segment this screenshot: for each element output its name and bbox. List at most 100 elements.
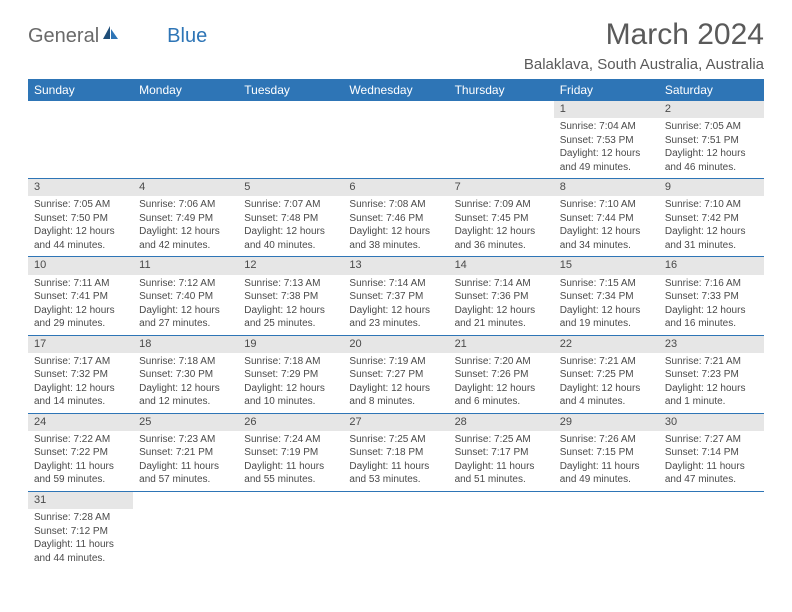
sunrise: Sunrise: 7:11 AM: [34, 277, 127, 291]
calendar-table: Sunday Monday Tuesday Wednesday Thursday…: [28, 79, 764, 569]
day-number: 22: [554, 336, 659, 353]
daylight: Daylight: 12 hours and 8 minutes.: [349, 382, 442, 409]
day-data: Sunrise: 7:17 AMSunset: 7:32 PMDaylight:…: [28, 353, 133, 413]
calendar-row: 24Sunrise: 7:22 AMSunset: 7:22 PMDayligh…: [28, 413, 764, 491]
day-number: 21: [449, 336, 554, 353]
day-data: Sunrise: 7:26 AMSunset: 7:15 PMDaylight:…: [554, 431, 659, 491]
sunrise: Sunrise: 7:05 AM: [34, 198, 127, 212]
sunset: Sunset: 7:36 PM: [455, 290, 548, 304]
day-data: Sunrise: 7:13 AMSunset: 7:38 PMDaylight:…: [238, 275, 343, 335]
daylight: Daylight: 12 hours and 12 minutes.: [139, 382, 232, 409]
calendar-cell: 11Sunrise: 7:12 AMSunset: 7:40 PMDayligh…: [133, 257, 238, 335]
daylight: Daylight: 12 hours and 44 minutes.: [34, 225, 127, 252]
day-data: Sunrise: 7:07 AMSunset: 7:48 PMDaylight:…: [238, 196, 343, 256]
sunrise: Sunrise: 7:05 AM: [665, 120, 758, 134]
day-data: Sunrise: 7:27 AMSunset: 7:14 PMDaylight:…: [659, 431, 764, 491]
day-number: 29: [554, 414, 659, 431]
sunset: Sunset: 7:45 PM: [455, 212, 548, 226]
day-number: 9: [659, 179, 764, 196]
daylight: Daylight: 12 hours and 1 minute.: [665, 382, 758, 409]
sunset: Sunset: 7:44 PM: [560, 212, 653, 226]
day-header: Friday: [554, 79, 659, 101]
day-header: Thursday: [449, 79, 554, 101]
day-number: 16: [659, 257, 764, 274]
day-number: 18: [133, 336, 238, 353]
sunset: Sunset: 7:23 PM: [665, 368, 758, 382]
daylight: Daylight: 12 hours and 40 minutes.: [244, 225, 337, 252]
calendar-row: 31Sunrise: 7:28 AMSunset: 7:12 PMDayligh…: [28, 491, 764, 569]
sunrise: Sunrise: 7:21 AM: [560, 355, 653, 369]
sunset: Sunset: 7:41 PM: [34, 290, 127, 304]
calendar-cell: [28, 101, 133, 179]
sunrise: Sunrise: 7:07 AM: [244, 198, 337, 212]
sunrise: Sunrise: 7:23 AM: [139, 433, 232, 447]
sunset: Sunset: 7:48 PM: [244, 212, 337, 226]
calendar-cell: 1Sunrise: 7:04 AMSunset: 7:53 PMDaylight…: [554, 101, 659, 179]
calendar-cell: 14Sunrise: 7:14 AMSunset: 7:36 PMDayligh…: [449, 257, 554, 335]
calendar-cell: 7Sunrise: 7:09 AMSunset: 7:45 PMDaylight…: [449, 179, 554, 257]
sunset: Sunset: 7:30 PM: [139, 368, 232, 382]
logo-text-a: General: [28, 25, 99, 48]
sunrise: Sunrise: 7:24 AM: [244, 433, 337, 447]
daylight: Daylight: 12 hours and 10 minutes.: [244, 382, 337, 409]
day-number: 28: [449, 414, 554, 431]
sunrise: Sunrise: 7:06 AM: [139, 198, 232, 212]
day-number: 1: [554, 101, 659, 118]
day-number: 8: [554, 179, 659, 196]
day-data: Sunrise: 7:23 AMSunset: 7:21 PMDaylight:…: [133, 431, 238, 491]
header: General Blue March 2024 Balaklava, South…: [28, 18, 764, 73]
calendar-cell: [133, 101, 238, 179]
day-number: 20: [343, 336, 448, 353]
day-number: 14: [449, 257, 554, 274]
day-data: Sunrise: 7:24 AMSunset: 7:19 PMDaylight:…: [238, 431, 343, 491]
day-data: Sunrise: 7:10 AMSunset: 7:44 PMDaylight:…: [554, 196, 659, 256]
calendar-cell: [238, 491, 343, 569]
day-number: 31: [28, 492, 133, 509]
sunrise: Sunrise: 7:25 AM: [455, 433, 548, 447]
sunset: Sunset: 7:53 PM: [560, 134, 653, 148]
daylight: Daylight: 12 hours and 34 minutes.: [560, 225, 653, 252]
day-data: Sunrise: 7:25 AMSunset: 7:17 PMDaylight:…: [449, 431, 554, 491]
sunset: Sunset: 7:15 PM: [560, 446, 653, 460]
sunrise: Sunrise: 7:18 AM: [244, 355, 337, 369]
sunrise: Sunrise: 7:18 AM: [139, 355, 232, 369]
logo-text-b: Blue: [167, 25, 207, 48]
sunrise: Sunrise: 7:25 AM: [349, 433, 442, 447]
sunset: Sunset: 7:19 PM: [244, 446, 337, 460]
calendar-cell: 6Sunrise: 7:08 AMSunset: 7:46 PMDaylight…: [343, 179, 448, 257]
calendar-cell: 4Sunrise: 7:06 AMSunset: 7:49 PMDaylight…: [133, 179, 238, 257]
day-header-row: Sunday Monday Tuesday Wednesday Thursday…: [28, 79, 764, 101]
daylight: Daylight: 12 hours and 6 minutes.: [455, 382, 548, 409]
calendar-cell: 28Sunrise: 7:25 AMSunset: 7:17 PMDayligh…: [449, 413, 554, 491]
sunrise: Sunrise: 7:21 AM: [665, 355, 758, 369]
day-number: 17: [28, 336, 133, 353]
day-header: Tuesday: [238, 79, 343, 101]
daylight: Daylight: 12 hours and 19 minutes.: [560, 304, 653, 331]
calendar-cell: [343, 101, 448, 179]
sunset: Sunset: 7:33 PM: [665, 290, 758, 304]
calendar-cell: 21Sunrise: 7:20 AMSunset: 7:26 PMDayligh…: [449, 335, 554, 413]
day-data: Sunrise: 7:14 AMSunset: 7:36 PMDaylight:…: [449, 275, 554, 335]
sunset: Sunset: 7:18 PM: [349, 446, 442, 460]
calendar-cell: 22Sunrise: 7:21 AMSunset: 7:25 PMDayligh…: [554, 335, 659, 413]
day-data: Sunrise: 7:04 AMSunset: 7:53 PMDaylight:…: [554, 118, 659, 178]
daylight: Daylight: 12 hours and 38 minutes.: [349, 225, 442, 252]
day-number: 27: [343, 414, 448, 431]
calendar-cell: 9Sunrise: 7:10 AMSunset: 7:42 PMDaylight…: [659, 179, 764, 257]
calendar-cell: 29Sunrise: 7:26 AMSunset: 7:15 PMDayligh…: [554, 413, 659, 491]
day-number: 23: [659, 336, 764, 353]
day-header: Wednesday: [343, 79, 448, 101]
sunset: Sunset: 7:40 PM: [139, 290, 232, 304]
day-data: Sunrise: 7:12 AMSunset: 7:40 PMDaylight:…: [133, 275, 238, 335]
sunset: Sunset: 7:25 PM: [560, 368, 653, 382]
sunset: Sunset: 7:32 PM: [34, 368, 127, 382]
sunset: Sunset: 7:27 PM: [349, 368, 442, 382]
calendar-cell: 5Sunrise: 7:07 AMSunset: 7:48 PMDaylight…: [238, 179, 343, 257]
calendar-cell: 24Sunrise: 7:22 AMSunset: 7:22 PMDayligh…: [28, 413, 133, 491]
daylight: Daylight: 12 hours and 49 minutes.: [560, 147, 653, 174]
day-number: 10: [28, 257, 133, 274]
sunset: Sunset: 7:12 PM: [34, 525, 127, 539]
sunrise: Sunrise: 7:22 AM: [34, 433, 127, 447]
day-number: 15: [554, 257, 659, 274]
sunset: Sunset: 7:50 PM: [34, 212, 127, 226]
